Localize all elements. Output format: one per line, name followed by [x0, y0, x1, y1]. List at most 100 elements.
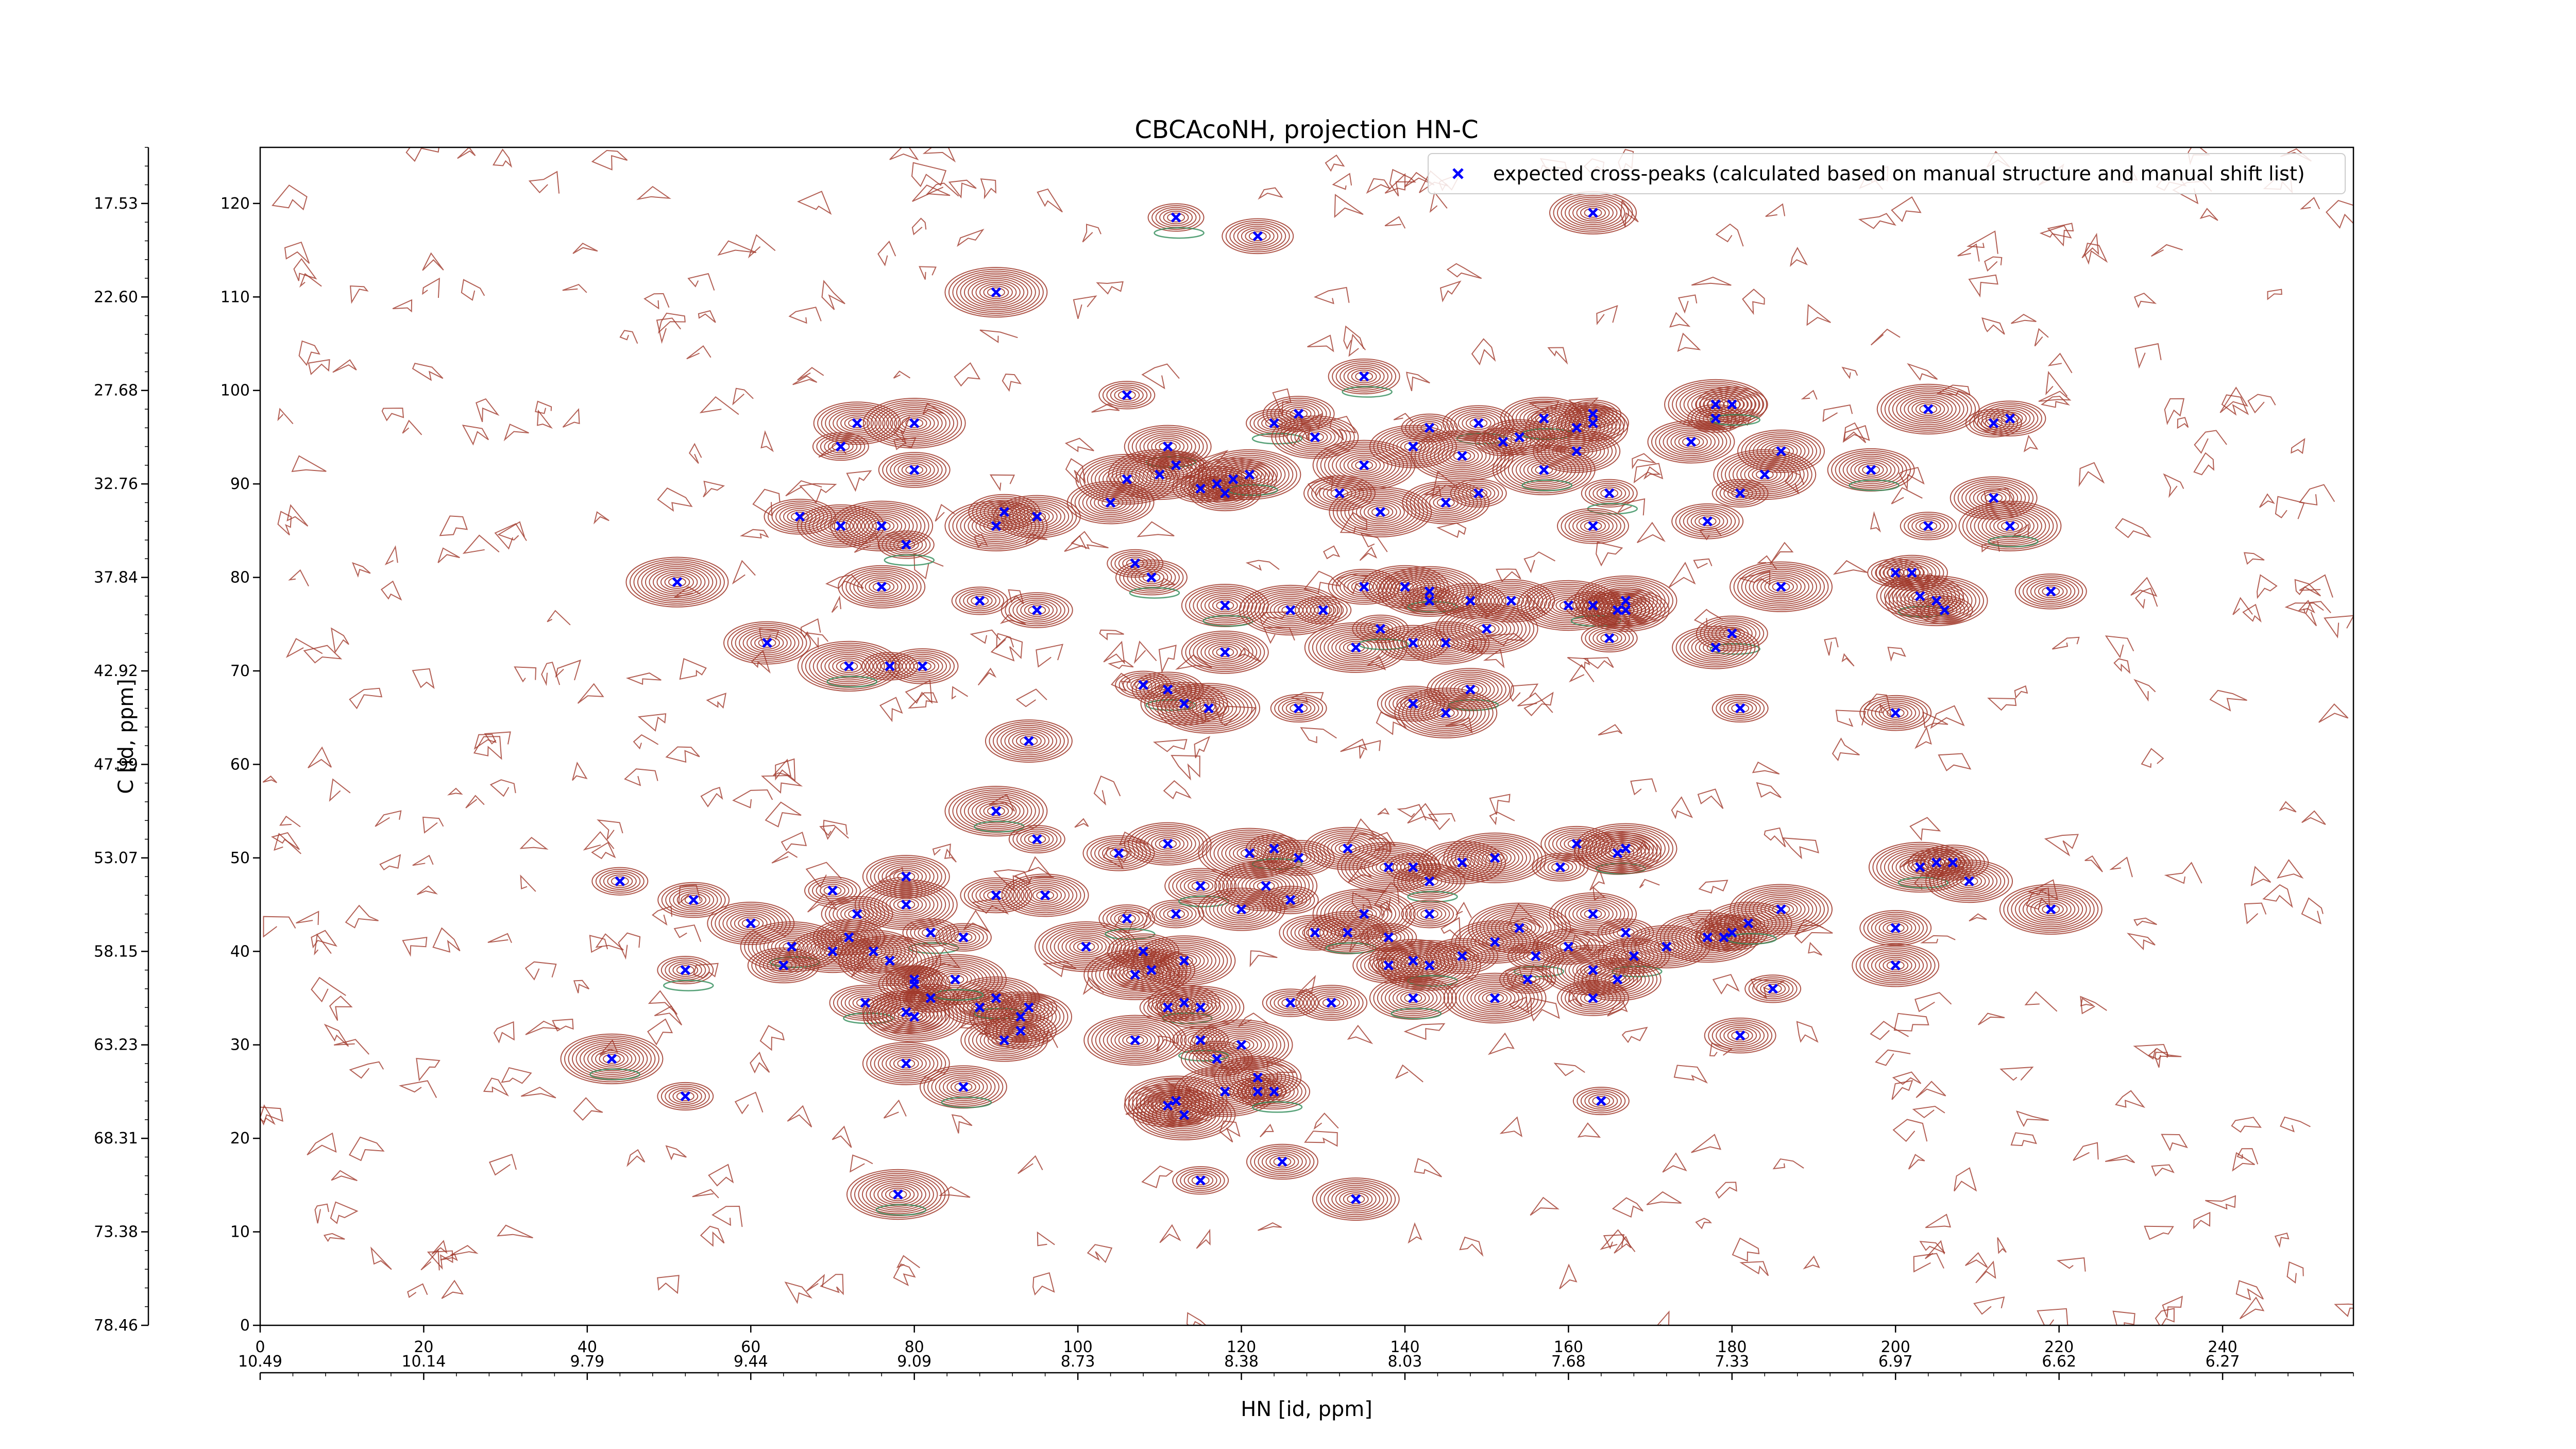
noise-contour — [2193, 452, 2214, 476]
noise-contour — [1036, 644, 1063, 668]
noise-contour — [1691, 276, 1732, 286]
noise-contour — [352, 562, 371, 578]
noise-contour — [514, 666, 537, 683]
cross-peak-marker — [745, 918, 756, 929]
cross-peak-marker — [1155, 469, 1165, 480]
peak-contour — [1083, 949, 1187, 1000]
noise-contour — [1957, 243, 1980, 262]
noise-contour — [1380, 901, 1392, 918]
cross-peak-marker — [901, 1007, 911, 1017]
cross-peak-marker — [1310, 432, 1320, 443]
noise-contour — [441, 1279, 464, 1299]
noise-contour — [572, 242, 598, 254]
noise-contour — [2151, 1164, 2175, 1177]
noise-contour — [1528, 401, 1560, 413]
legend-label: expected cross-peaks (calculated based o… — [1493, 162, 2305, 185]
peak-contour — [1827, 448, 1915, 492]
noise-contour — [1547, 347, 1568, 365]
noise-contour — [402, 936, 428, 957]
noise-contour — [2162, 1295, 2183, 1318]
noise-contour — [412, 668, 435, 689]
cross-peak-marker — [1343, 928, 1353, 938]
noise-contour — [2144, 1225, 2174, 1240]
noise-contour — [2155, 1308, 2175, 1325]
noise-contour — [2243, 552, 2265, 565]
cross-peak-marker — [1269, 418, 1279, 428]
y-tick-label: 70 — [230, 662, 250, 680]
noise-contour — [1752, 761, 1780, 774]
cross-peak-marker — [1359, 908, 1369, 919]
cross-peak-marker — [1465, 684, 1476, 695]
noise-contour — [1796, 1021, 1819, 1043]
ppm-y-tick-label: 42.92 — [94, 662, 138, 680]
peak-contour — [960, 877, 1032, 914]
noise-contour — [416, 1057, 440, 1082]
cross-peak-marker — [1179, 955, 1190, 966]
peak-contour — [1916, 596, 1973, 625]
cross-peak-marker — [794, 511, 805, 522]
noise-contour — [821, 280, 845, 310]
noise-contour — [1870, 328, 1901, 346]
noise-contour — [1300, 727, 1337, 744]
cross-peak-marker — [901, 1058, 911, 1069]
noise-contour — [1108, 660, 1134, 669]
noise-contour — [494, 523, 527, 550]
noise-contour — [2257, 574, 2278, 599]
noise-contour — [488, 1154, 517, 1176]
peak-contour — [944, 785, 1048, 837]
cross-peak-marker — [1588, 521, 1598, 531]
cross-peak-marker — [999, 507, 1010, 517]
noise-contour — [1914, 992, 1952, 1013]
noise-contour — [1875, 1049, 1911, 1066]
noise-contour — [883, 1099, 907, 1119]
noise-contour — [1975, 1260, 1996, 1284]
noise-contour — [687, 273, 715, 291]
noise-contour — [422, 252, 444, 271]
cross-peak-marker — [1359, 371, 1369, 382]
cross-peak-marker — [1212, 479, 1222, 489]
noise-contour — [1141, 1165, 1174, 1188]
cross-peak-marker — [1620, 843, 1631, 854]
cross-peak-marker — [1923, 521, 1934, 531]
cross-peak-marker — [2046, 904, 2056, 915]
ppm-y-tick-label: 47.99 — [94, 755, 138, 773]
noise-contour — [1603, 1234, 1625, 1250]
noise-contour — [2244, 902, 2267, 924]
noise-contour — [2299, 574, 2333, 598]
noise-contour — [2262, 884, 2293, 908]
noise-contour — [1087, 1244, 1113, 1263]
cross-peak-marker — [1024, 736, 1034, 746]
cross-peak-marker — [1890, 923, 1901, 933]
noise-contour — [1376, 712, 1407, 735]
noise-contour — [1015, 688, 1047, 707]
noise-contour — [1803, 1255, 1820, 1270]
noise-contour — [1870, 511, 1882, 533]
noise-contour — [591, 841, 616, 860]
peak-contour — [1098, 381, 1156, 410]
cross-peak-marker — [1195, 881, 1206, 891]
peak-contour — [1098, 904, 1156, 940]
cross-peak-marker — [1506, 596, 1517, 606]
legend-box — [1428, 153, 2346, 194]
cross-peak-marker — [1408, 637, 1418, 648]
cross-peak-marker — [1261, 881, 1271, 891]
noise-contour — [1978, 1013, 2005, 1025]
noise-contour — [1742, 289, 1765, 315]
noise-contour — [1133, 641, 1157, 664]
peak-contour — [797, 641, 901, 692]
noise-contour — [2301, 810, 2326, 825]
noise-contour — [1249, 950, 1278, 968]
cross-peak-marker — [1195, 1035, 1206, 1046]
cross-peak-marker — [1489, 853, 1500, 863]
noise-contour — [1553, 1063, 1585, 1076]
noise-contour — [1801, 390, 1818, 400]
x-tick-label: 60 — [741, 1338, 760, 1356]
peak-contour — [1549, 892, 1637, 936]
cross-peak-marker — [1130, 1035, 1140, 1046]
noise-contour — [284, 241, 310, 264]
noise-contour — [1428, 813, 1456, 830]
noise-contour — [1808, 941, 1823, 956]
peak-contour — [1556, 405, 1629, 442]
cross-peak-marker — [836, 441, 846, 452]
noise-contour — [2010, 1132, 2037, 1147]
